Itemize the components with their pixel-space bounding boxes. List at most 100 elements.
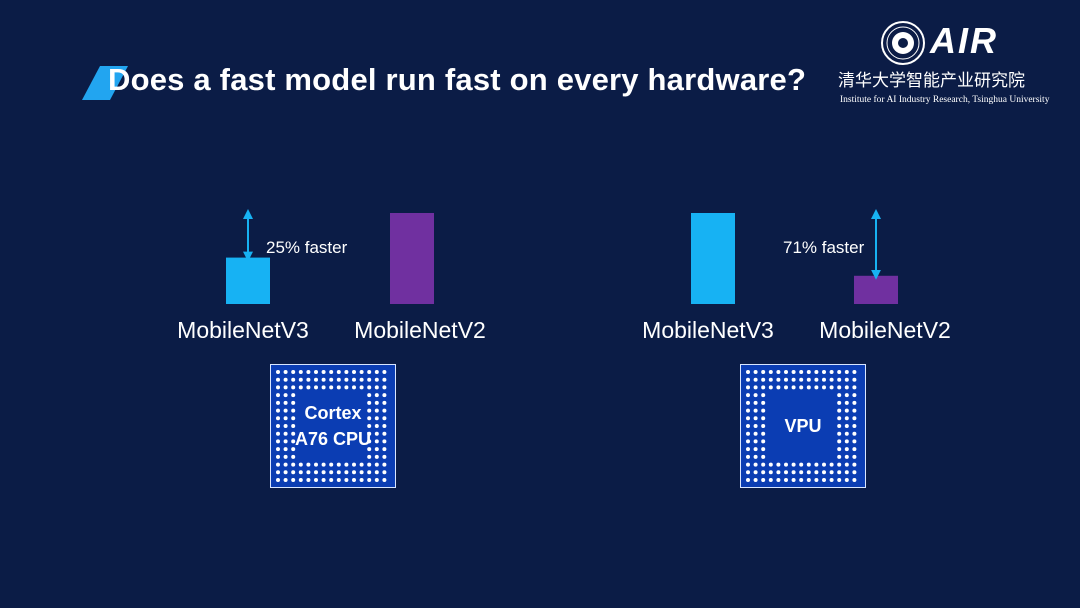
chip-pin [283, 462, 288, 467]
chip-pin [291, 439, 296, 444]
chip-pin [367, 400, 372, 405]
chip-pin [761, 424, 766, 428]
chip-pin [784, 478, 788, 482]
chip-pin [367, 416, 372, 421]
chip-pin [382, 377, 387, 382]
chip-pin [837, 370, 842, 374]
chip-pin [753, 377, 758, 382]
chip-pin [837, 377, 842, 382]
chip-pin [814, 462, 819, 467]
chip-pin [298, 478, 303, 482]
chip-pin [844, 424, 849, 428]
chip-pin [382, 400, 387, 405]
model-label: MobileNetV2 [354, 317, 486, 343]
chip-pin [374, 385, 379, 390]
chip-pin [374, 370, 379, 374]
chip-pin [291, 424, 296, 428]
speed-label: 25% faster [266, 238, 348, 257]
chip-pin [776, 370, 781, 374]
chip-pin [829, 478, 834, 482]
chip-pin [852, 454, 857, 459]
chip-pin [776, 478, 781, 482]
chip-pin [852, 377, 857, 382]
chip-pin [844, 377, 849, 382]
chip-pin [829, 377, 834, 382]
chip-pin [283, 439, 288, 444]
chip-pin [276, 462, 280, 467]
chip-pin [314, 385, 318, 390]
chip-pin [352, 377, 356, 382]
chip-pin [291, 400, 296, 405]
chip-pin [382, 470, 387, 475]
hardware-label: VPU [784, 416, 822, 436]
chip-pin [822, 385, 826, 390]
chip-pin [283, 416, 288, 421]
chip-pin [837, 431, 842, 436]
chip-pin [837, 416, 842, 421]
chip-pin [844, 393, 849, 398]
chip-pin [276, 454, 280, 459]
chip-pin [799, 478, 804, 482]
chip-pin [321, 377, 326, 382]
chip-pin [352, 470, 356, 475]
chip-pin [768, 370, 773, 374]
chip-pin [852, 416, 857, 421]
chip-pin [814, 377, 819, 382]
chip-pin [806, 478, 811, 482]
chip-pin [314, 370, 318, 374]
chip-pin [761, 478, 766, 482]
chip-pin [283, 408, 288, 413]
chip-pin [837, 454, 842, 459]
chip-pin [382, 393, 387, 398]
chip-pin [852, 447, 857, 452]
chip-pin [344, 370, 349, 374]
chip-pin [761, 447, 766, 452]
chip-pin [746, 454, 750, 459]
chip-pin [329, 470, 334, 475]
chip-pin [776, 470, 781, 475]
chip-pin [761, 370, 766, 374]
chip-pin [352, 385, 356, 390]
chip-pin [382, 424, 387, 428]
chip-pin [344, 385, 349, 390]
chip-pin [382, 454, 387, 459]
chip-pin [844, 462, 849, 467]
chip-pin [776, 385, 781, 390]
chip-pin [753, 416, 758, 421]
chip-pin [298, 470, 303, 475]
chip-pin [746, 478, 750, 482]
bar-mobilenetv3 [691, 213, 735, 304]
chip-pin [852, 478, 857, 482]
chip-pin [844, 408, 849, 413]
chip-pin [382, 385, 387, 390]
chip-pin [837, 462, 842, 467]
chip-pin [283, 424, 288, 428]
chip-pin [844, 370, 849, 374]
chip-pin [329, 462, 334, 467]
chip-pin [761, 400, 766, 405]
chip-pin [306, 470, 311, 475]
chip-pin [291, 470, 296, 475]
chip-pin [822, 478, 826, 482]
chip-pin [837, 439, 842, 444]
chip-pin [784, 385, 788, 390]
chip-pin [329, 377, 334, 382]
chip-pin [291, 377, 296, 382]
chip-pin [761, 431, 766, 436]
chip-icon [740, 364, 866, 488]
chip-pin [291, 478, 296, 482]
chip-pin [852, 400, 857, 405]
chip-pin [837, 470, 842, 475]
chip-pin [276, 385, 280, 390]
chip-pin [806, 370, 811, 374]
chip-pin [291, 408, 296, 413]
chip-pin [359, 370, 364, 374]
chip-pin [761, 462, 766, 467]
chip-pin [806, 462, 811, 467]
chip-pin [298, 462, 303, 467]
chip-pin [753, 393, 758, 398]
chip-pin [806, 385, 811, 390]
chip-pin [276, 408, 280, 413]
chip-pin [382, 416, 387, 421]
